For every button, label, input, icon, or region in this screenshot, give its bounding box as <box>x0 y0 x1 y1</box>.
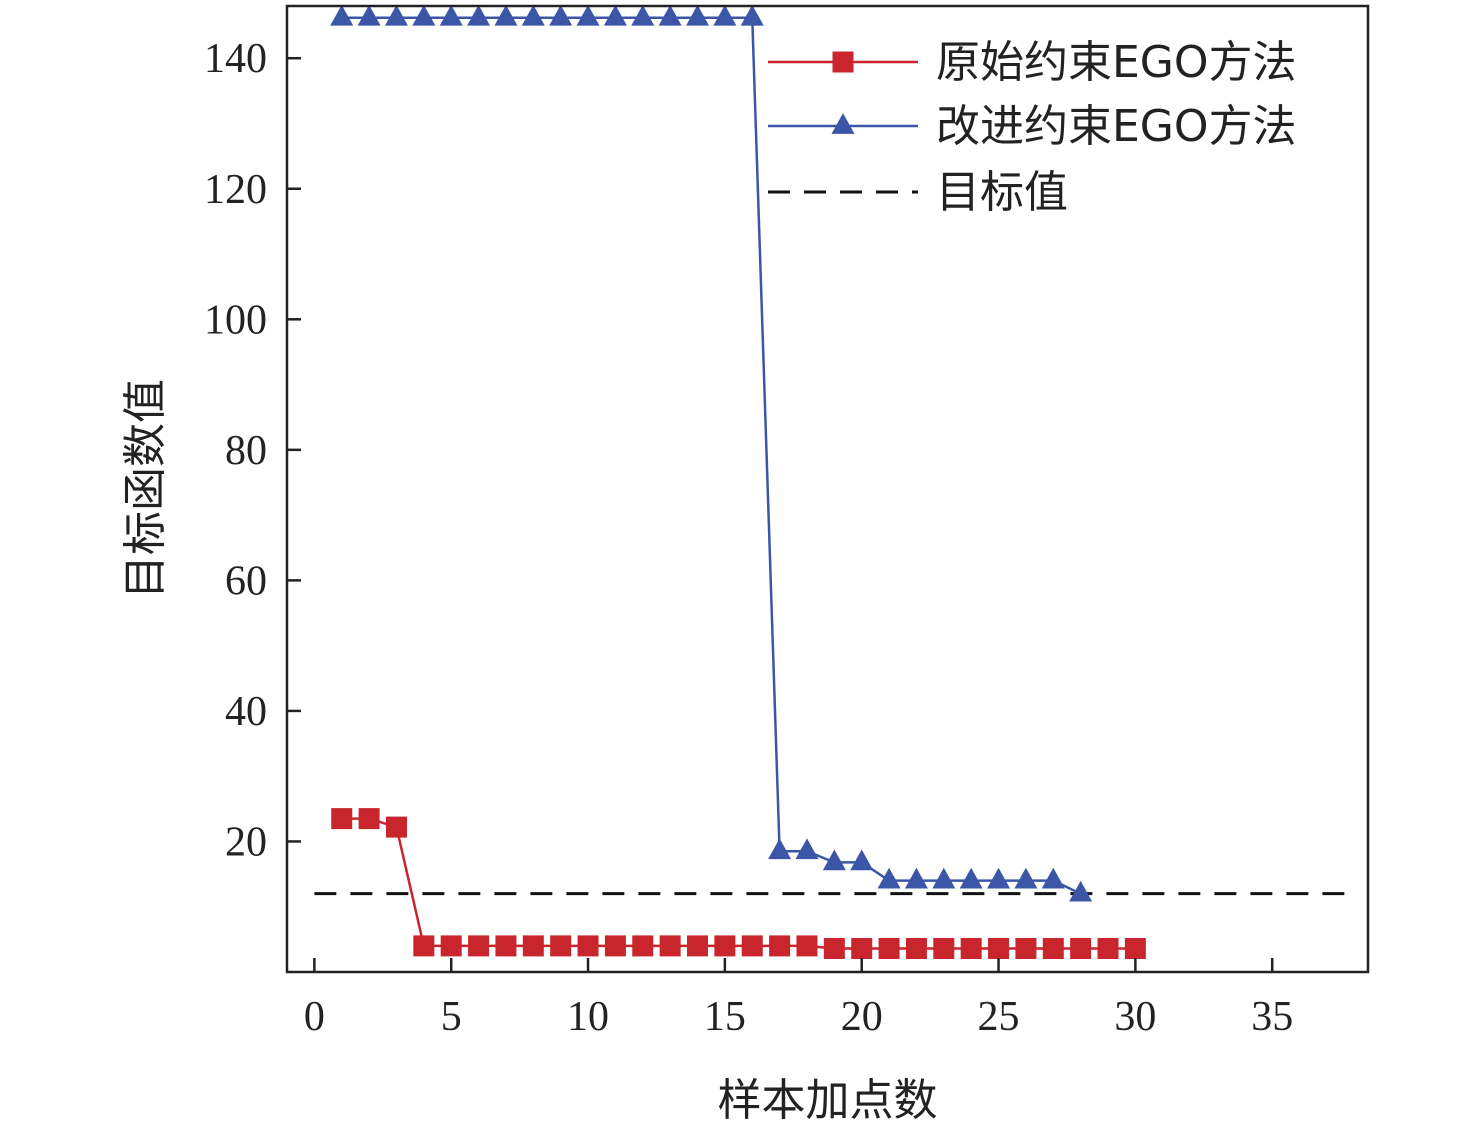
data-point-square <box>851 938 873 960</box>
y-tick-label: 120 <box>204 167 267 213</box>
legend-item-2: 改进约束EGO方法 <box>768 101 1297 152</box>
data-point-triangle <box>1041 867 1065 889</box>
x-tick-label: 25 <box>978 994 1020 1040</box>
data-point-triangle <box>713 4 737 26</box>
data-point-triangle <box>603 4 627 26</box>
data-point-triangle <box>850 849 874 871</box>
series-line <box>341 16 1082 895</box>
data-point-square <box>1042 938 1064 960</box>
data-point-triangle <box>384 4 408 26</box>
data-point-square <box>632 935 654 957</box>
data-point-square <box>988 938 1010 960</box>
data-point-square <box>659 935 681 957</box>
x-tick-label: 15 <box>704 994 746 1040</box>
data-point-square <box>604 935 626 957</box>
data-point-square <box>714 935 736 957</box>
legend-label: 改进约束EGO方法 <box>936 101 1297 152</box>
data-point-square <box>687 935 709 957</box>
data-point-triangle <box>795 838 819 860</box>
data-point-triangle <box>521 4 545 26</box>
data-point-square <box>358 808 380 830</box>
tick-layer: 0 5 10 15 20 25 30 35 20 40 60 80 100 120 140 <box>204 36 1293 1040</box>
data-point-triangle <box>822 849 846 871</box>
data-point-square <box>960 938 982 960</box>
data-point-square <box>769 935 791 957</box>
data-point-triangle <box>330 4 354 26</box>
data-point-triangle <box>932 867 956 889</box>
data-point-triangle <box>1014 867 1038 889</box>
data-point-triangle <box>959 867 983 889</box>
data-point-square <box>796 935 818 957</box>
data-point-square <box>1015 938 1037 960</box>
y-tick-label: 140 <box>204 36 267 82</box>
x-tick-label: 35 <box>1251 994 1293 1040</box>
series-layer <box>330 4 1146 960</box>
legend-item-1: 原始约束EGO方法 <box>768 37 1297 88</box>
data-point-triangle <box>1069 880 1093 902</box>
data-point-square <box>1070 938 1092 960</box>
y-tick-label: 80 <box>225 428 267 474</box>
legend-marker-square <box>832 51 854 73</box>
data-point-square <box>577 935 599 957</box>
legend-label: 原始约束EGO方法 <box>936 37 1297 88</box>
data-point-triangle <box>439 4 463 26</box>
data-point-square <box>440 935 462 957</box>
data-point-square <box>385 816 407 838</box>
data-point-square <box>878 938 900 960</box>
y-tick-label: 20 <box>225 819 267 865</box>
data-point-square <box>741 935 763 957</box>
data-point-triangle <box>877 867 901 889</box>
data-point-square <box>495 935 517 957</box>
y-tick-label: 100 <box>204 297 267 343</box>
plot-frame <box>285 4 1370 974</box>
data-point-triangle <box>904 867 928 889</box>
data-point-square <box>413 935 435 957</box>
data-point-triangle <box>631 4 655 26</box>
legend-item-3: 目标值 <box>768 167 1068 218</box>
y-axis-title: 目标函数值 <box>120 379 171 599</box>
y-tick-label: 60 <box>225 558 267 604</box>
data-point-triangle <box>658 4 682 26</box>
x-tick-label: 30 <box>1114 994 1156 1040</box>
data-point-triangle <box>686 4 710 26</box>
data-point-triangle <box>576 4 600 26</box>
data-point-triangle <box>357 4 381 26</box>
x-tick-label: 0 <box>304 994 325 1040</box>
series-1 <box>331 808 1146 960</box>
data-point-triangle <box>467 4 491 26</box>
legend-marker-triangle <box>831 113 855 134</box>
x-tick-label: 10 <box>567 994 609 1040</box>
y-tick-label: 40 <box>225 689 267 735</box>
x-axis-title: 样本加点数 <box>718 1075 938 1126</box>
data-point-square <box>468 935 490 957</box>
x-tick-label: 20 <box>841 994 883 1040</box>
series-2 <box>330 4 1093 902</box>
x-tick-label: 5 <box>441 994 462 1040</box>
data-point-triangle <box>412 4 436 26</box>
data-point-square <box>933 938 955 960</box>
data-point-square <box>905 938 927 960</box>
data-point-triangle <box>549 4 573 26</box>
data-point-square <box>823 938 845 960</box>
data-point-square <box>550 935 572 957</box>
legend-label: 目标值 <box>936 167 1068 218</box>
data-point-triangle <box>494 4 518 26</box>
series-line <box>341 817 1136 950</box>
data-point-triangle <box>740 4 764 26</box>
data-point-square <box>1124 938 1146 960</box>
data-point-square <box>1097 938 1119 960</box>
data-point-square <box>331 808 353 830</box>
data-point-triangle <box>768 838 792 860</box>
data-point-triangle <box>987 867 1011 889</box>
data-point-square <box>522 935 544 957</box>
